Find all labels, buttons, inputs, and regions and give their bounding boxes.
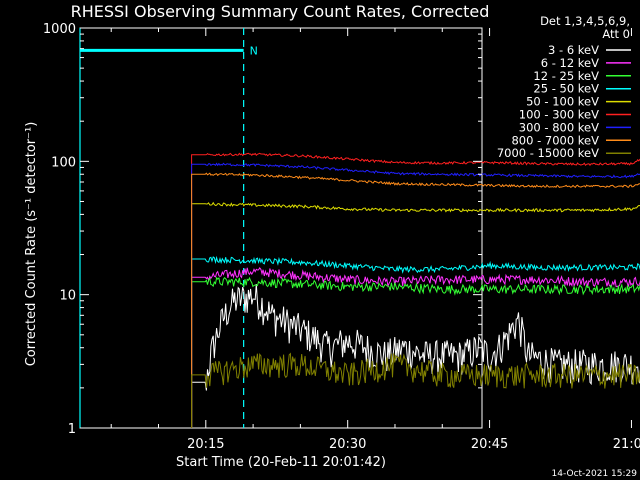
legend-header-line-2: Att 0 bbox=[602, 27, 630, 41]
series-line-6to12keV bbox=[191, 267, 640, 428]
series-line-7000to15000keV bbox=[191, 352, 640, 428]
y-axis-ticks: 1 10 100 1000 bbox=[43, 22, 482, 437]
y-tick-label: 100 bbox=[51, 155, 76, 170]
y-tick-label: 10 bbox=[59, 289, 76, 304]
legend-label: 100 - 300 keV bbox=[519, 108, 599, 122]
series-line-12to25keV bbox=[191, 276, 640, 428]
legend-label: 300 - 800 keV bbox=[519, 120, 599, 134]
y-tick-label: 1 bbox=[68, 422, 76, 437]
legend-label: 25 - 50 keV bbox=[533, 82, 599, 96]
legend-label: 3 - 6 keV bbox=[548, 43, 599, 57]
x-tick-label: 21:00 bbox=[613, 437, 640, 452]
legend-label: 7000 - 15000 keV bbox=[497, 146, 599, 160]
series-line-50to100keV bbox=[191, 201, 640, 428]
series-line-25to50keV bbox=[191, 255, 640, 428]
series-line-3to6keV bbox=[191, 283, 640, 428]
legend-label: 50 - 100 keV bbox=[526, 95, 599, 109]
attenuator-annotations: NS bbox=[79, 28, 258, 428]
legend-label: 12 - 25 keV bbox=[533, 69, 599, 83]
legend-label: 6 - 12 keV bbox=[541, 56, 599, 70]
x-tick-label: 20:30 bbox=[329, 437, 366, 452]
series-line-300to800keV bbox=[191, 162, 640, 428]
x-tick-label: 20:15 bbox=[187, 437, 224, 452]
timestamp: 14-Oct-2021 15:29 bbox=[552, 469, 638, 479]
y-axis-label: Corrected Count Rate (s⁻¹ detector⁻¹) bbox=[24, 122, 39, 367]
series-line-100to300keV bbox=[191, 152, 640, 428]
x-axis-label: Start Time (20-Feb-11 20:01:42) bbox=[176, 455, 386, 470]
series-line-800to7000keV bbox=[191, 172, 640, 428]
marker-n-label: N bbox=[250, 44, 258, 57]
series-layer bbox=[191, 152, 640, 428]
chart-title: RHESSI Observing Summary Count Rates, Co… bbox=[71, 2, 490, 21]
legend-label: 800 - 7000 keV bbox=[511, 133, 599, 147]
legend-header-line-1: Det 1,3,4,5,6,9, bbox=[540, 14, 630, 28]
y-tick-label: 1000 bbox=[43, 22, 76, 37]
x-tick-label: 20:45 bbox=[471, 437, 508, 452]
